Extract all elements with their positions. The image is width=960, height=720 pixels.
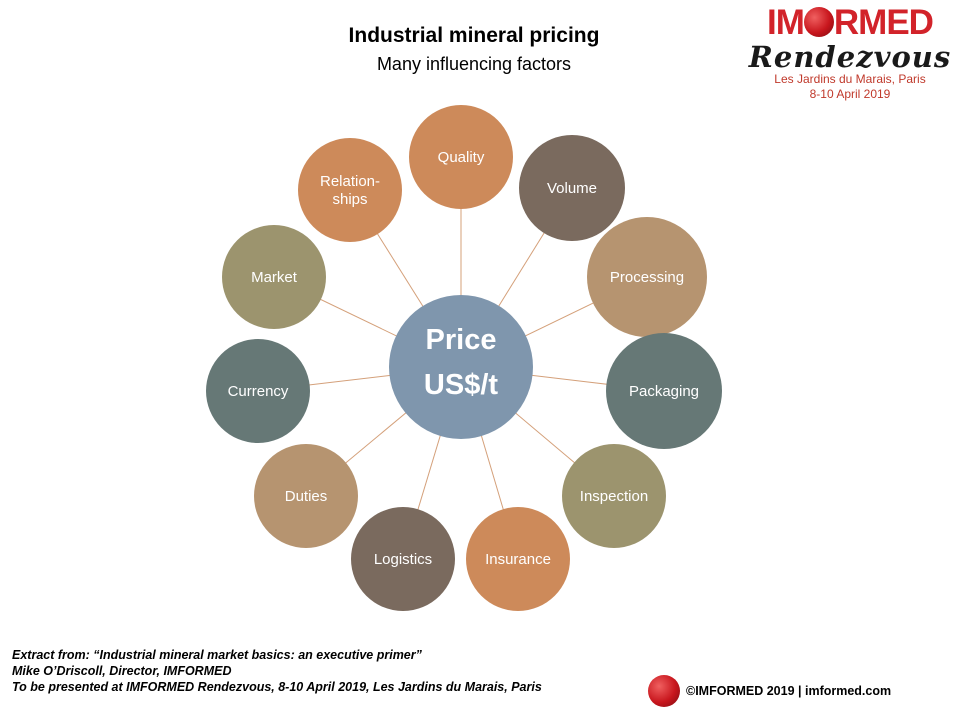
brand-name-part1: IM [767,3,805,42]
factor-circle-quality [409,105,513,209]
factor-label-relationships: ships [332,191,367,208]
footer-author: Mike O’Driscoll, Director, IMFORMED [12,664,232,678]
factor-label-insurance: Insurance [485,551,551,568]
brand-name-part2: RMED [833,3,934,42]
factor-label-packaging: Packaging [629,383,699,400]
factor-circle-inspection [562,444,666,548]
factor-inspection: Inspection [562,444,666,548]
brand-globe-icon [803,7,834,37]
factor-relationships: Relation-ships [298,138,402,242]
factor-packaging: Packaging [606,333,722,449]
factor-label-duties: Duties [285,488,328,505]
footer-event: To be presented at IMFORMED Rendezvous, … [12,680,542,694]
center-node: Price US$/t [389,295,533,439]
factor-quality: Quality [409,105,513,209]
factor-circle-logistics [351,507,455,611]
page-subtitle: Many influencing factors [376,54,572,74]
factor-circle-relationships [298,138,402,242]
footer-citation: Extract from: “Industrial mineral market… [12,647,542,695]
factor-label-logistics: Logistics [374,551,432,568]
factor-circle-duties [254,444,358,548]
brand-venue: Les Jardins du Marais, Paris [774,72,926,86]
brand-logo: IM RMED Rendezvous Les Jardins du Marais,… [740,4,960,102]
page-title: Industrial mineral pricing [348,24,600,47]
footer-copyright: ©IMFORMED 2019 | imformed.com [686,684,892,698]
factor-insurance: Insurance [466,507,570,611]
footer-globe-icon [648,675,680,707]
factor-label-currency: Currency [228,383,289,400]
factor-circle-packaging [606,333,722,449]
factor-circle-processing [587,217,707,337]
brand-wordmark: IM RMED [740,4,960,42]
factor-processing: Processing [587,217,707,337]
center-label-price: Price [426,324,497,356]
factor-label-quality: Quality [438,149,485,166]
footer-extract: Extract from: “Industrial mineral market… [12,648,422,662]
factor-label-relationships: Relation- [320,173,380,190]
factor-circle-market [222,225,326,329]
factor-duties: Duties [254,444,358,548]
center-circle [389,295,533,439]
factor-label-inspection: Inspection [580,488,648,505]
brand-dates: 8-10 April 2019 [809,87,891,101]
factor-circle-volume [519,135,625,241]
brand-event: Rendezvous [748,40,952,74]
factor-nodes: Quality Volume Processing Packaging Inspecti… [206,105,722,611]
factor-circle-insurance [466,507,570,611]
factor-circle-currency [206,339,310,443]
factor-volume: Volume [519,135,625,241]
factor-label-market: Market [251,269,298,286]
factor-market: Market [222,225,326,329]
factor-label-volume: Volume [547,180,597,197]
factor-label-processing: Processing [610,269,684,286]
factor-logistics: Logistics [351,507,455,611]
factor-currency: Currency [206,339,310,443]
center-label-unit: US$/t [424,369,498,401]
